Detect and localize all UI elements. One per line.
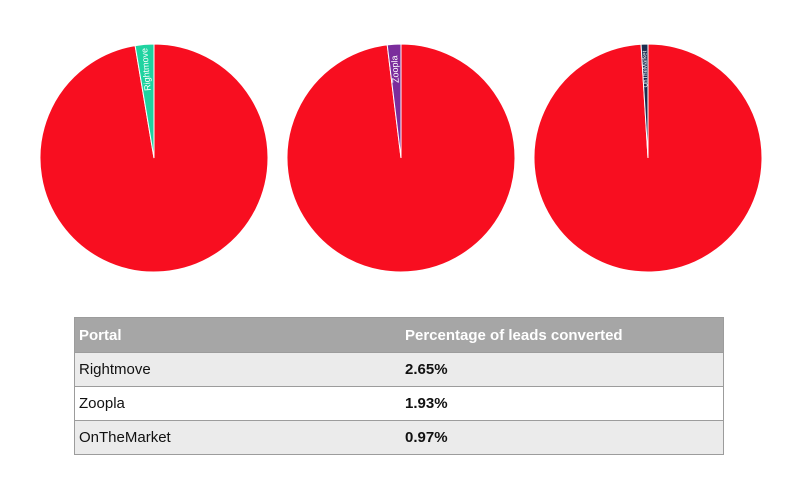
pie-slice-label: Zoopla — [389, 55, 401, 83]
table-row: Rightmove 2.65% — [75, 352, 723, 387]
percentage-cell: 0.97% — [401, 420, 723, 454]
pie-slice-label: Rightmove — [139, 48, 153, 92]
pie-slice-onthemarket — [640, 43, 649, 159]
pie-chart-canvas: Rightmove Zoopla OnTheMarket — [39, 43, 763, 273]
portal-cell: OnTheMarket — [75, 420, 401, 454]
header-portal: Portal — [75, 318, 401, 353]
header-percentage: Percentage of leads converted — [401, 318, 723, 353]
conversion-table: Portal Percentage of leads converted Rig… — [74, 317, 724, 455]
table-row: OnTheMarket 0.97% — [75, 420, 723, 454]
table-header-row: Portal Percentage of leads converted — [75, 318, 723, 353]
pie-charts: Rightmove Zoopla OnTheMarket — [39, 43, 763, 273]
pie-slice-label: OnTheMarket — [642, 50, 649, 87]
portal-cell: Rightmove — [75, 352, 401, 387]
table-row: Zoopla 1.93% — [75, 386, 723, 421]
pie-chart-3: OnTheMarket — [533, 43, 763, 273]
pie-slice-zoopla — [386, 43, 402, 159]
pie-slice-rightmove — [134, 43, 155, 159]
percentage-cell: 2.65% — [401, 352, 723, 387]
portal-cell: Zoopla — [75, 386, 401, 421]
pie-chart-1: Rightmove — [39, 43, 269, 273]
percentage-cell: 1.93% — [401, 386, 723, 421]
pie-chart-2: Zoopla — [286, 43, 516, 273]
